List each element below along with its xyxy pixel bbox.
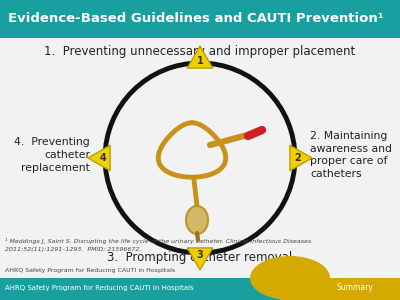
Polygon shape: [88, 145, 110, 171]
Text: 3: 3: [197, 250, 203, 260]
Text: 4: 4: [99, 153, 106, 163]
Ellipse shape: [186, 206, 208, 234]
Text: 2. Maintaining
awareness and
proper care of
catheters: 2. Maintaining awareness and proper care…: [310, 131, 392, 179]
Bar: [280, 278, 400, 300]
Text: 4.  Preventing
catheter
replacement: 4. Preventing catheter replacement: [14, 137, 90, 173]
Polygon shape: [187, 46, 213, 68]
Bar: [0, 278, 308, 300]
Text: AHRQ Safety Program for Reducing CAUTI in Hospitals: AHRQ Safety Program for Reducing CAUTI i…: [5, 285, 194, 291]
Polygon shape: [187, 248, 213, 270]
Polygon shape: [290, 145, 312, 171]
Text: 2011;52(11):1291–1293.  PMID: 21596672.: 2011;52(11):1291–1293. PMID: 21596672.: [5, 247, 141, 252]
Text: Evidence-Based Guidelines and CAUTI Prevention¹: Evidence-Based Guidelines and CAUTI Prev…: [8, 13, 384, 26]
Text: 1.  Preventing unnecessary and improper placement: 1. Preventing unnecessary and improper p…: [44, 46, 356, 59]
Text: ¹ Meddings J, Saint S. Disrupting the life cycle of the urinary catheter. Clinic: ¹ Meddings J, Saint S. Disrupting the li…: [5, 238, 313, 244]
Text: 3.  Prompting catheter removal: 3. Prompting catheter removal: [107, 251, 293, 265]
Text: 2: 2: [294, 153, 301, 163]
Text: AHRQ Safety Program for Reducing CAUTI in Hospitals: AHRQ Safety Program for Reducing CAUTI i…: [5, 268, 175, 273]
Ellipse shape: [250, 256, 330, 300]
Text: Summary: Summary: [336, 284, 374, 292]
Text: 1: 1: [197, 56, 203, 66]
Bar: [0, 0, 400, 38]
